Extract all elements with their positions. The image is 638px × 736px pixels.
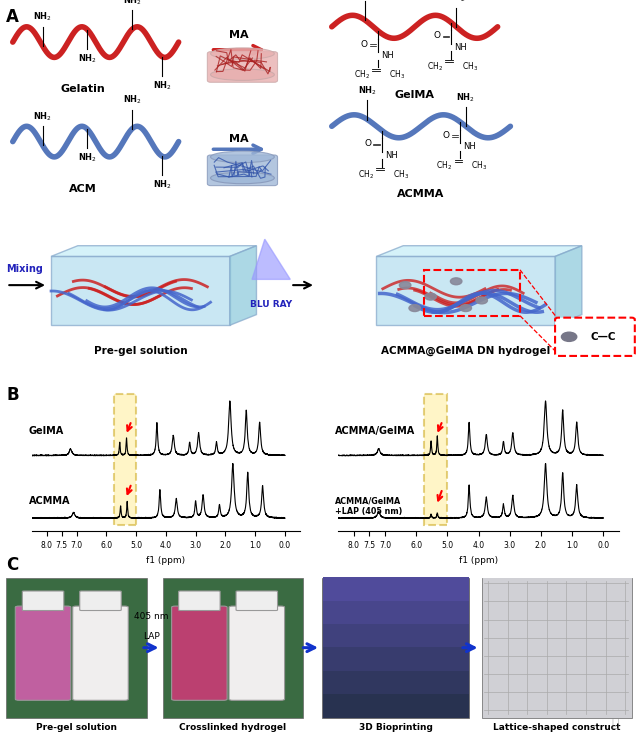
Text: MA: MA — [230, 133, 249, 144]
FancyBboxPatch shape — [483, 578, 632, 718]
Text: 405 nm: 405 nm — [134, 612, 168, 621]
Text: 嘉: 嘉 — [611, 718, 619, 730]
Polygon shape — [555, 246, 582, 325]
FancyBboxPatch shape — [179, 591, 220, 611]
Text: ACMMA/GelMA: ACMMA/GelMA — [335, 426, 415, 436]
Text: NH: NH — [464, 143, 477, 152]
Polygon shape — [252, 239, 290, 280]
Text: NH$_2$: NH$_2$ — [33, 110, 52, 123]
FancyBboxPatch shape — [236, 591, 278, 611]
FancyBboxPatch shape — [163, 578, 303, 718]
Text: NH$_2$: NH$_2$ — [122, 93, 142, 106]
Polygon shape — [230, 246, 256, 325]
Text: 3D Bioprinting: 3D Bioprinting — [359, 723, 433, 732]
FancyBboxPatch shape — [323, 648, 469, 671]
Text: NH$_2$: NH$_2$ — [447, 0, 466, 4]
Circle shape — [460, 305, 471, 311]
Polygon shape — [51, 246, 256, 256]
Text: ACMMA: ACMMA — [397, 189, 445, 199]
Text: Gelatin: Gelatin — [61, 84, 105, 94]
Text: CH$_3$: CH$_3$ — [463, 60, 478, 73]
FancyBboxPatch shape — [229, 606, 285, 701]
Text: CH$_2$: CH$_2$ — [436, 160, 452, 172]
Text: CH$_3$: CH$_3$ — [471, 160, 487, 172]
Circle shape — [561, 332, 577, 342]
Text: NH$_2$: NH$_2$ — [33, 11, 52, 24]
X-axis label: f1 (ppm): f1 (ppm) — [146, 556, 186, 565]
FancyBboxPatch shape — [482, 578, 632, 718]
Text: NH$_2$: NH$_2$ — [152, 179, 172, 191]
FancyBboxPatch shape — [322, 578, 469, 718]
Text: B: B — [6, 386, 19, 404]
Text: NH: NH — [382, 52, 394, 60]
Polygon shape — [376, 256, 555, 325]
Text: CH$_2$: CH$_2$ — [354, 68, 370, 81]
FancyBboxPatch shape — [323, 577, 469, 601]
Ellipse shape — [211, 151, 274, 163]
Text: A: A — [6, 7, 19, 26]
Ellipse shape — [211, 172, 274, 184]
Circle shape — [425, 293, 436, 300]
Circle shape — [450, 278, 462, 285]
Text: GelMA: GelMA — [395, 90, 434, 100]
Text: NH$_2$: NH$_2$ — [456, 91, 475, 104]
Text: NH: NH — [454, 43, 467, 52]
FancyBboxPatch shape — [555, 318, 635, 356]
X-axis label: f1 (ppm): f1 (ppm) — [459, 556, 498, 565]
Text: Pre-gel solution: Pre-gel solution — [36, 723, 117, 732]
Text: ACM: ACM — [69, 184, 97, 194]
Text: Mixing: Mixing — [6, 263, 43, 274]
Text: NH$_2$: NH$_2$ — [122, 0, 142, 7]
Ellipse shape — [211, 69, 274, 80]
FancyBboxPatch shape — [323, 601, 469, 624]
Text: ACMMA: ACMMA — [29, 496, 70, 506]
Text: O: O — [434, 32, 441, 40]
FancyBboxPatch shape — [323, 694, 469, 718]
Text: NH$_2$: NH$_2$ — [78, 52, 97, 65]
Text: O: O — [443, 131, 450, 140]
FancyBboxPatch shape — [15, 606, 71, 701]
Text: O: O — [364, 139, 371, 149]
FancyBboxPatch shape — [172, 606, 227, 701]
Text: ACMMA/GelMA
+LAP (405 nm): ACMMA/GelMA +LAP (405 nm) — [335, 497, 403, 516]
Text: C—C: C—C — [590, 332, 616, 342]
Text: LAP: LAP — [143, 632, 160, 641]
Text: NH: NH — [385, 151, 397, 160]
FancyBboxPatch shape — [73, 606, 128, 701]
FancyBboxPatch shape — [207, 52, 278, 82]
Circle shape — [409, 305, 420, 311]
Polygon shape — [376, 246, 582, 256]
FancyBboxPatch shape — [22, 591, 64, 611]
FancyBboxPatch shape — [114, 394, 136, 525]
Text: NH$_2$: NH$_2$ — [358, 85, 377, 97]
Text: NH$_2$: NH$_2$ — [78, 152, 97, 164]
Text: NH$_2$: NH$_2$ — [152, 79, 172, 91]
FancyBboxPatch shape — [6, 578, 147, 718]
Text: C: C — [6, 556, 19, 573]
Text: GelMA: GelMA — [29, 426, 64, 436]
Text: Crosslinked hydrogel: Crosslinked hydrogel — [179, 723, 286, 732]
Text: CH$_3$: CH$_3$ — [393, 169, 409, 181]
FancyBboxPatch shape — [80, 591, 121, 611]
Text: BLU RAY: BLU RAY — [250, 300, 292, 309]
Ellipse shape — [211, 48, 274, 60]
Text: MA: MA — [230, 30, 249, 40]
Text: CH$_2$: CH$_2$ — [427, 60, 443, 73]
Text: ACMMA@GelMA DN hydrogel: ACMMA@GelMA DN hydrogel — [381, 346, 551, 356]
Circle shape — [399, 282, 411, 289]
FancyBboxPatch shape — [424, 394, 447, 525]
Text: Lattice-shaped construct: Lattice-shaped construct — [493, 723, 620, 732]
Circle shape — [476, 297, 487, 304]
FancyBboxPatch shape — [207, 155, 278, 185]
Text: O: O — [360, 40, 367, 49]
Text: CH$_2$: CH$_2$ — [358, 169, 374, 181]
FancyBboxPatch shape — [323, 671, 469, 694]
Text: CH$_3$: CH$_3$ — [389, 68, 405, 81]
FancyBboxPatch shape — [323, 624, 469, 648]
Text: Pre-gel solution: Pre-gel solution — [94, 346, 187, 356]
Polygon shape — [51, 256, 230, 325]
